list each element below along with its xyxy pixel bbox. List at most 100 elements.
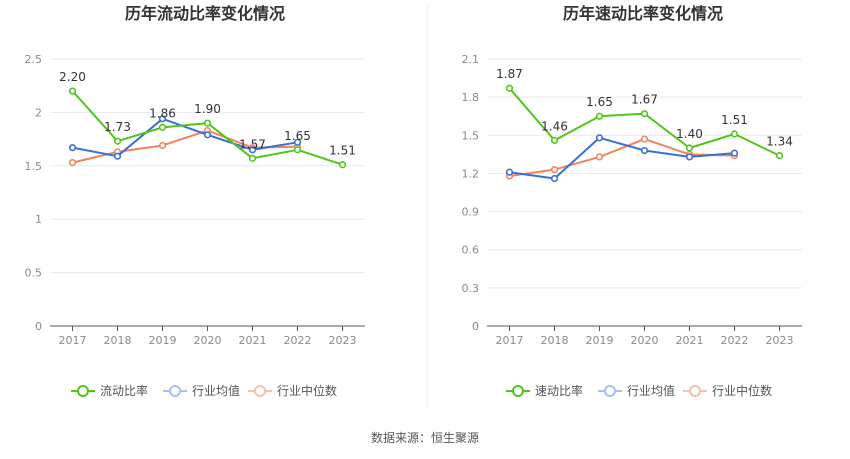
chart-1-series-main-point <box>203 119 212 127</box>
legend-marker-icon <box>604 385 616 397</box>
chart-2-y-tick-label: 1.8 <box>462 91 480 104</box>
chart-2-data-label: 1.40 <box>676 127 703 141</box>
chart-1-data-label: 1.65 <box>284 129 311 143</box>
chart-2-series-main-point <box>685 144 694 152</box>
chart-1-series-main-point <box>338 161 347 169</box>
chart-2-x-tick-label: 2018 <box>541 334 569 347</box>
chart-1-x-tick-label: 2018 <box>104 334 132 347</box>
chart-2-series-median-line <box>509 138 735 177</box>
legend-marker-icon <box>77 385 89 397</box>
chart-2-series-main-point <box>595 112 604 120</box>
chart-2-series-main-point <box>730 130 739 138</box>
chart-1-series-median-point <box>68 158 77 167</box>
chart-1-series-main-point <box>113 137 122 145</box>
chart-2-data-label: 1.67 <box>631 93 658 107</box>
chart-2-data-label: 1.51 <box>721 113 748 127</box>
chart-2-series-avg-point <box>685 153 694 161</box>
chart-1-y-tick-label: 1 <box>35 213 42 226</box>
chart-1-series-median-line <box>72 129 298 164</box>
chart-1-legend-label: 行业中位数 <box>277 383 337 398</box>
chart-1-data-label: 1.86 <box>149 106 176 120</box>
chart-1-x-tick-label: 2021 <box>239 334 267 347</box>
chart-2-data-label: 1.34 <box>766 135 793 149</box>
chart-2-series-avg-line <box>509 136 735 180</box>
chart-2-series-avg-point <box>505 168 514 176</box>
data-source: 数据来源：恒生聚源 <box>371 430 479 445</box>
chart-2-legend-label: 行业均值 <box>627 383 675 398</box>
chart-1-legend-label: 行业均值 <box>192 383 240 398</box>
chart-2-legend-item: 速动比率 <box>506 383 583 398</box>
chart-1-series-main-point <box>68 87 77 95</box>
chart-2-series-avg-point <box>595 134 604 142</box>
chart-2-x-tick-label: 2019 <box>586 334 614 347</box>
chart-1-data-label: 1.90 <box>194 102 221 116</box>
chart-1-x-tick-label: 2019 <box>149 334 177 347</box>
chart-1-data-label: 1.57 <box>239 137 266 151</box>
chart-1-y-tick-label: 0.5 <box>25 267 43 280</box>
chart-2-title: 历年速动比率变化情况 <box>563 4 723 23</box>
chart-2-x-tick-label: 2022 <box>721 334 749 347</box>
chart-2-y-tick-label: 1.5 <box>462 129 480 142</box>
legend-marker-icon <box>512 385 524 397</box>
chart-1-y-tick-label: 1.5 <box>25 160 43 173</box>
chart-2-y-tick-label: 1.2 <box>462 167 480 180</box>
chart-2-series-main-point <box>505 84 514 92</box>
chart-1-legend-item: 行业均值 <box>163 383 240 398</box>
legend-marker-icon <box>169 385 181 397</box>
chart-1-legend-label: 流动比率 <box>100 383 148 398</box>
chart-1-series-avg-point <box>113 152 122 160</box>
chart-1-legend-item: 行业中位数 <box>248 383 337 398</box>
chart-2-series-avg-point <box>730 149 739 157</box>
chart-1-title: 历年流动比率变化情况 <box>125 4 285 23</box>
chart-1-x-tick-label: 2022 <box>284 334 312 347</box>
chart-1-series-avg-line <box>72 117 298 158</box>
chart-1-x-tick-label: 2017 <box>59 334 87 347</box>
chart-2-y-tick-label: 0 <box>472 320 479 333</box>
chart-2-y-tick-label: 0.3 <box>462 282 480 295</box>
chart-1-series-avg-point <box>248 146 257 154</box>
legend-marker-icon <box>689 385 701 397</box>
chart-1-y-tick-label: 2 <box>35 106 42 119</box>
chart-2-series-median-point <box>595 153 604 161</box>
chart-1-series-avg-point <box>293 138 302 146</box>
chart-1-data-label: 1.73 <box>104 120 131 134</box>
chart-2-series-main-point <box>775 152 784 160</box>
chart-2-data-label: 1.87 <box>496 67 523 81</box>
chart-1-data-label: 1.51 <box>329 144 356 158</box>
chart-1: 历年流动比率变化情况 0 0.5 1 1.5 2 2.5 2017 2018 2019 2020 20… <box>25 4 365 398</box>
chart-2-y-tick-label: 0.9 <box>462 206 480 219</box>
chart-1-series-avg-point <box>158 115 167 123</box>
chart-2-data-label: 1.65 <box>586 95 613 109</box>
legend-marker-icon <box>254 385 266 397</box>
chart-2-series-avg-point <box>550 174 559 183</box>
chart-2-x-tick-label: 2017 <box>496 334 524 347</box>
chart-1-series-main-point <box>248 154 257 162</box>
chart-2-legend-label: 行业中位数 <box>712 383 772 398</box>
chart-2-series-main-point <box>640 110 649 118</box>
chart-2-x-tick-label: 2020 <box>631 334 659 347</box>
chart-1-x-tick-label: 2020 <box>194 334 222 347</box>
chart-2-x-tick-label: 2023 <box>766 334 794 347</box>
chart-2: 历年速动比率变化情况 0 0.3 0.6 0.9 1.2 1.5 1.8 2.1 2017 2018… <box>462 4 802 398</box>
chart-2-data-label: 1.46 <box>541 119 568 133</box>
chart-2-y-tick-label: 2.1 <box>462 53 480 66</box>
chart-2-x-tick-label: 2021 <box>676 334 704 347</box>
chart-2-legend-label: 速动比率 <box>535 383 583 398</box>
chart-2-legend-item: 行业中位数 <box>683 383 772 398</box>
chart-2-y-tick-label: 0.6 <box>462 244 480 257</box>
chart-1-series-median-point <box>158 141 167 150</box>
chart-1-data-label: 2.20 <box>59 70 86 84</box>
chart-2-series-median-point <box>550 166 559 174</box>
chart-1-series-avg-point <box>203 131 212 139</box>
chart-2-legend-item: 行业均值 <box>598 383 675 398</box>
chart-2-series-median-point <box>640 135 649 143</box>
chart-1-y-tick-label: 2.5 <box>25 53 43 66</box>
chart-1-series-avg-point <box>68 144 77 152</box>
chart-2-series-avg-point <box>640 146 649 155</box>
chart-1-x-tick-label: 2023 <box>329 334 357 347</box>
chart-1-y-tick-label: 0 <box>35 320 42 333</box>
chart-1-series-main-point <box>293 146 302 154</box>
chart-2-series-main-point <box>550 136 559 144</box>
chart-1-series-main-point <box>158 123 167 131</box>
